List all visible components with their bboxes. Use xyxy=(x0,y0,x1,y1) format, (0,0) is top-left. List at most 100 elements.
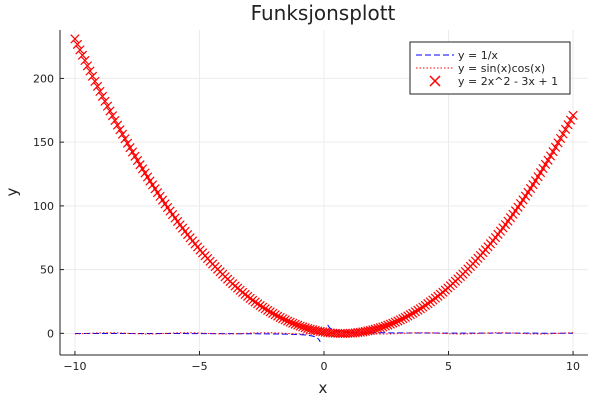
plot-series xyxy=(70,34,578,343)
scatter-point xyxy=(390,317,400,327)
y-tick-label: 200 xyxy=(33,72,54,85)
scatter-point xyxy=(385,319,395,329)
y-axis-ticks: 0 50 100 150 200 xyxy=(33,72,64,340)
scatter-point xyxy=(275,312,285,323)
y-tick-label: 0 xyxy=(47,327,54,340)
scatter-point xyxy=(110,115,120,126)
x-axis-ticks: −10 −5 0 5 10 xyxy=(63,351,580,373)
scatter-point xyxy=(398,313,408,324)
scatter-point xyxy=(270,310,280,320)
scatter-point xyxy=(388,318,398,328)
scatter-point xyxy=(263,305,273,316)
scatter-point xyxy=(558,129,568,139)
scatter-point xyxy=(560,124,571,135)
scatter-point xyxy=(112,120,123,130)
x-tick-label: 5 xyxy=(445,360,452,373)
x-tick-label: −5 xyxy=(191,360,207,373)
scatter-point xyxy=(280,315,290,325)
scatter-point xyxy=(533,172,543,182)
scatter-point xyxy=(95,86,105,97)
scatter-point xyxy=(268,308,278,318)
scatter-point xyxy=(395,315,405,325)
chart-title: Funksjonsplott xyxy=(251,1,396,25)
scatter-point xyxy=(283,316,293,326)
scatter-point xyxy=(77,50,88,60)
y-tick-label: 50 xyxy=(40,264,54,277)
scatter-point xyxy=(125,143,135,153)
scatter-point xyxy=(135,160,145,170)
scatter-point xyxy=(553,138,563,148)
scatter-point xyxy=(115,125,125,135)
scatter-point xyxy=(373,323,383,334)
scatter-point xyxy=(72,39,83,50)
scatter-point xyxy=(298,322,308,332)
scatter-point xyxy=(82,61,93,71)
scatter-point xyxy=(288,318,298,328)
x-tick-label: −10 xyxy=(63,360,86,373)
x-tick-label: 10 xyxy=(566,360,580,373)
scatter-point xyxy=(380,321,390,331)
scatter-point xyxy=(97,91,108,102)
scatter-point xyxy=(375,323,385,333)
x-axis-label: x xyxy=(319,379,328,397)
scatter-point xyxy=(540,159,551,170)
legend: y = 1/x y = sin(x)cos(x) y = 2x^2 - 3x +… xyxy=(409,41,571,95)
scatter-point xyxy=(140,168,150,178)
scatter-point xyxy=(550,142,561,152)
scatter-point xyxy=(258,302,268,312)
scatter-point xyxy=(80,55,90,66)
scatter-point xyxy=(400,312,410,322)
scatter-point xyxy=(290,319,300,329)
legend-label-quadratic: y = 2x^2 - 3x + 1 xyxy=(458,75,558,88)
scatter-point xyxy=(403,311,413,321)
scatter-point xyxy=(405,310,415,320)
scatter-point xyxy=(265,307,275,317)
scatter-point xyxy=(278,314,288,324)
y-tick-label: 150 xyxy=(33,136,54,149)
scatter-point xyxy=(393,316,403,326)
scatter-point xyxy=(563,120,573,130)
legend-label-inverse: y = 1/x xyxy=(458,49,498,62)
scatter-point xyxy=(90,76,100,86)
scatter-point xyxy=(415,304,425,314)
scatter-point xyxy=(105,106,115,116)
series-line xyxy=(74,324,574,343)
scatter-point xyxy=(120,134,130,144)
x-tick-label: 0 xyxy=(321,360,328,373)
scatter-point xyxy=(122,138,133,148)
scatter-point xyxy=(137,164,148,174)
scatter-point xyxy=(117,129,128,139)
scatter-point xyxy=(70,34,80,44)
scatter-point xyxy=(92,81,103,92)
scatter-point xyxy=(565,115,576,125)
scatter-point xyxy=(408,308,418,318)
scatter-point xyxy=(535,168,546,178)
scatter-point xyxy=(285,317,295,327)
y-tick-label: 100 xyxy=(33,200,54,213)
legend-marker-quadratic xyxy=(429,75,441,87)
scatter-point xyxy=(102,101,113,111)
scatter-point xyxy=(530,176,541,186)
y-axis-label: y xyxy=(3,187,21,196)
legend-label-sincos: y = sin(x)cos(x) xyxy=(458,62,545,75)
scatter-point xyxy=(555,133,566,144)
scatter-point xyxy=(543,155,553,165)
scatter-point xyxy=(273,311,283,321)
scatter-point xyxy=(295,321,305,331)
scatter-point xyxy=(85,66,95,76)
scatter-point xyxy=(538,163,548,174)
scatter-point xyxy=(132,155,143,166)
scatter-point xyxy=(127,147,138,157)
scatter-point xyxy=(75,45,85,55)
scatter-point xyxy=(293,320,303,330)
scatter-point xyxy=(130,151,140,161)
scatter-point xyxy=(413,305,423,315)
scatter-point xyxy=(410,307,420,317)
scatter-point xyxy=(378,322,388,332)
scatter-point xyxy=(107,111,118,121)
scatter-point xyxy=(87,71,98,81)
scatter-point xyxy=(100,96,110,106)
scatter-point xyxy=(383,320,393,330)
scatter-point xyxy=(548,147,558,157)
